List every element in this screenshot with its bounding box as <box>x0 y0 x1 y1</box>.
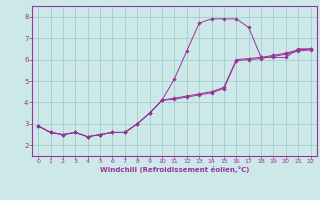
X-axis label: Windchill (Refroidissement éolien,°C): Windchill (Refroidissement éolien,°C) <box>100 166 249 173</box>
